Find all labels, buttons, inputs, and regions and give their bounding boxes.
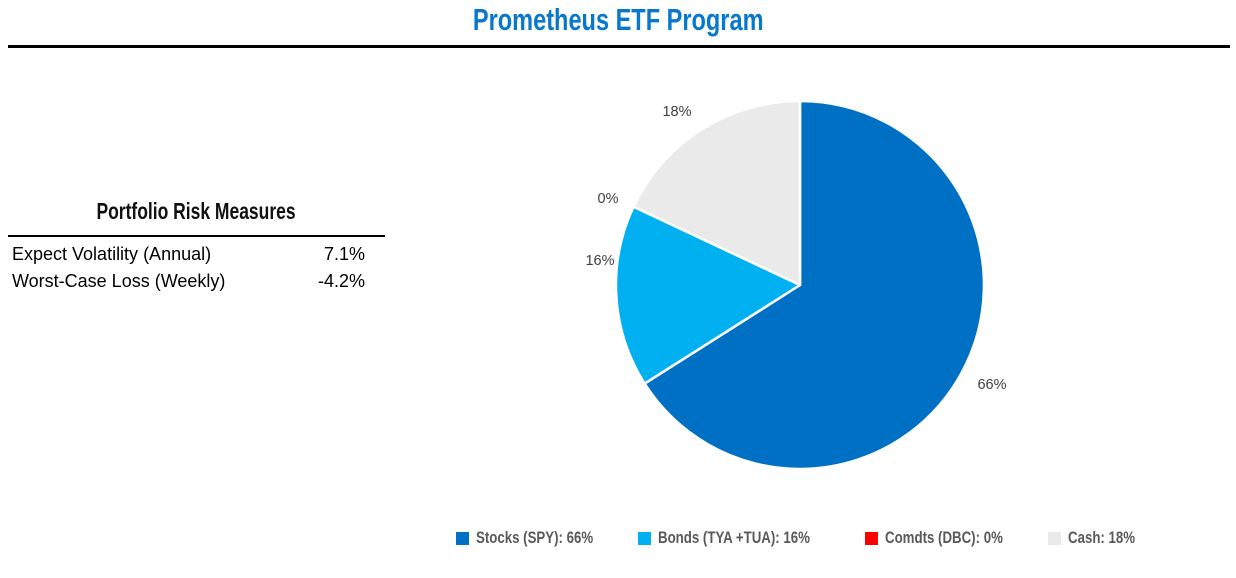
- row-label: Worst-Case Loss (Weekly): [12, 271, 226, 291]
- pie-slice-label: 0%: [597, 191, 619, 207]
- legend-label: Bonds (TYA +TUA): 16%: [658, 528, 811, 547]
- row-value: 7.1%: [323, 244, 365, 264]
- risk-table-header: Portfolio Risk Measures: [8, 198, 385, 237]
- chart-legend: Stocks (SPY): 66% Bonds (TYA +TUA): 16% …: [420, 528, 1190, 548]
- legend-item-comdts: Comdts (DBC): 0%: [864, 528, 1036, 548]
- allocation-pie-chart: [614, 99, 986, 471]
- risk-measures-table: Portfolio Risk Measures Expect Volatilit…: [8, 198, 385, 295]
- table-row: Worst-Case Loss (Weekly) -4.2%: [8, 268, 385, 295]
- legend-item-cash: Cash: 18%: [1048, 528, 1154, 548]
- legend-item-bonds: Bonds (TYA +TUA): 16%: [638, 528, 853, 548]
- pie-slice-label: 16%: [585, 253, 615, 269]
- row-label: Expect Volatility (Annual): [12, 244, 212, 264]
- risk-table-title: Portfolio Risk Measures: [96, 198, 297, 224]
- pie-slice-bonds-tya-tua: [614, 205, 802, 385]
- comdts-swatch-icon: [864, 531, 878, 545]
- cash-swatch-icon: [1048, 531, 1062, 545]
- table-row: Expect Volatility (Annual) 7.1%: [8, 241, 385, 268]
- pie-slice-label: 66%: [977, 377, 1007, 393]
- legend-label: Cash: 18%: [1068, 528, 1136, 547]
- stocks-swatch-icon: [455, 531, 469, 545]
- pie-slice-stocks-spy: [643, 99, 986, 471]
- title-divider: [8, 45, 1230, 48]
- legend-item-stocks: Stocks (SPY): 66%: [455, 528, 626, 548]
- pie-slice-label: 18%: [662, 104, 692, 120]
- page-title: Prometheus ETF Program: [472, 2, 764, 37]
- title-bar: Prometheus ETF Program: [0, 3, 1236, 37]
- legend-label: Comdts (DBC): 0%: [884, 528, 1003, 547]
- risk-table-body: Expect Volatility (Annual) 7.1% Worst-Ca…: [8, 237, 385, 295]
- bonds-swatch-icon: [638, 531, 652, 545]
- row-value: -4.2%: [317, 271, 365, 291]
- legend-label: Stocks (SPY): 66%: [475, 528, 594, 547]
- pie-slice-cash: [632, 99, 802, 287]
